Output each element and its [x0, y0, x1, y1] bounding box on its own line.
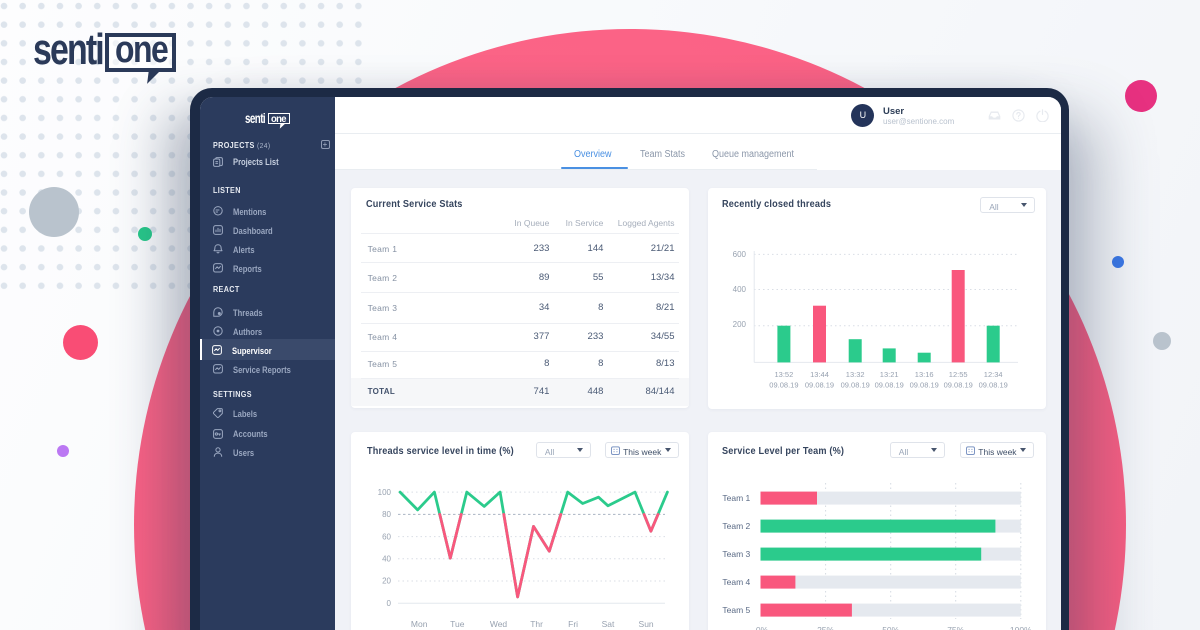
svg-text:75%: 75%	[947, 625, 964, 630]
svg-text:60: 60	[382, 533, 391, 542]
svg-text:13:44: 13:44	[810, 370, 829, 379]
svg-text:13:21: 13:21	[880, 370, 899, 379]
svg-text:12:55: 12:55	[949, 370, 968, 379]
svg-text:Team 2: Team 2	[722, 521, 750, 531]
svg-text:13:52: 13:52	[774, 370, 793, 379]
svg-text:100: 100	[378, 488, 392, 497]
svg-text:Fri: Fri	[568, 619, 578, 629]
svg-text:Team 3: Team 3	[722, 549, 750, 559]
svg-text:600: 600	[732, 250, 746, 259]
svg-text:09.08.19: 09.08.19	[769, 381, 798, 390]
svg-text:Sun: Sun	[639, 619, 654, 629]
svg-text:Team 4: Team 4	[722, 577, 750, 587]
svg-text:20: 20	[382, 577, 391, 586]
svg-text:0%: 0%	[756, 625, 769, 630]
svg-text:12:34: 12:34	[984, 370, 1003, 379]
svg-text:0: 0	[387, 599, 392, 608]
svg-text:Team 5: Team 5	[722, 605, 750, 615]
svg-text:400: 400	[732, 285, 746, 294]
svg-text:Wed: Wed	[490, 619, 508, 629]
svg-text:09.08.19: 09.08.19	[978, 381, 1007, 390]
svg-text:13:16: 13:16	[915, 370, 934, 379]
svg-text:09.08.19: 09.08.19	[874, 381, 903, 390]
svg-text:13:32: 13:32	[846, 370, 865, 379]
svg-text:100%: 100%	[1010, 625, 1032, 630]
svg-text:Thr: Thr	[530, 619, 543, 629]
svg-text:50%: 50%	[882, 625, 899, 630]
svg-text:200: 200	[732, 320, 746, 329]
svg-text:Team 1: Team 1	[722, 493, 750, 503]
svg-text:09.08.19: 09.08.19	[805, 381, 834, 390]
svg-text:80: 80	[382, 510, 391, 519]
svg-text:09.08.19: 09.08.19	[909, 381, 938, 390]
svg-text:09.08.19: 09.08.19	[840, 381, 869, 390]
svg-text:Sat: Sat	[602, 619, 615, 629]
svg-text:Tue: Tue	[450, 619, 465, 629]
svg-text:40: 40	[382, 555, 391, 564]
svg-text:Mon: Mon	[411, 619, 428, 629]
svg-text:25%: 25%	[817, 625, 834, 630]
svg-text:09.08.19: 09.08.19	[943, 381, 972, 390]
